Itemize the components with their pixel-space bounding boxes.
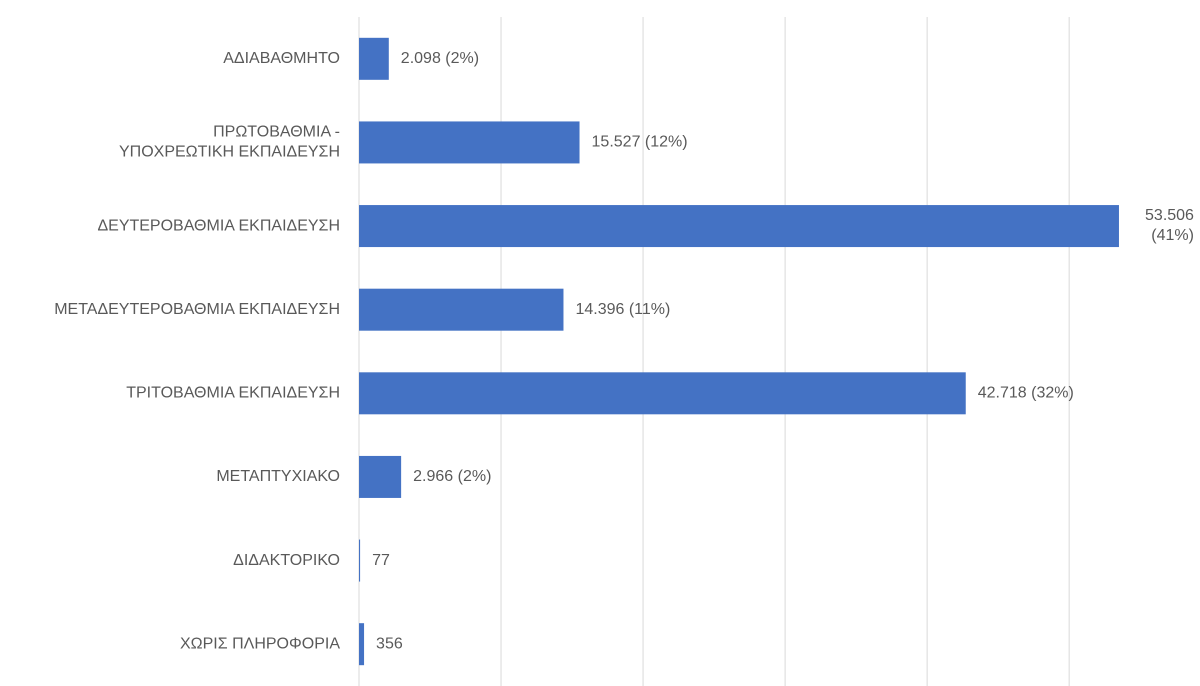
bar [359,623,365,666]
category-label: ΧΩΡΙΣ ΠΛΗΡΟΦΟΡΙΑ [180,635,340,652]
category-label: ΜΕΤΑΠΤΥΧΙΑΚΟ [216,468,340,485]
value-label: 77 [372,552,390,569]
category-label: ΑΔΙΑΒΑΘΜΗΤΟ [223,50,340,67]
bar [359,539,361,582]
category-label: ΜΕΤΑΔΕΥΤΕΡΟΒΑΘΜΙΑ ΕΚΠΑΙΔΕΥΣΗ [54,301,340,318]
value-label: 15.527 (12%) [592,134,688,151]
bar [359,37,389,80]
category-label: ΠΡΩΤΟΒΑΘΜΙΑ -ΥΠΟΧΡΕΩΤΙΚΗ ΕΚΠΑΙΔΕΥΣΗ [119,124,340,161]
category-label: ΤΡΙΤΟΒΑΘΜΙΑ ΕΚΠΑΙΔΕΥΣΗ [126,385,340,402]
bar [359,372,966,415]
category-label: ΔΕΥΤΕΡΟΒΑΘΜΙΑ ΕΚΠΑΙΔΕΥΣΗ [97,217,340,234]
value-label: 356 [376,635,403,652]
value-label: 2.966 (2%) [413,468,491,485]
value-label: 53.506 (41%) [1145,207,1194,244]
value-label: 14.396 (11%) [575,301,670,318]
bar [359,121,580,164]
bar [359,455,402,498]
value-label: 2.098 (2%) [401,50,479,67]
bar [359,205,1119,248]
category-label: ΔΙΔΑΚΤΟΡΙΚΟ [233,552,340,569]
value-label: 42.718 (32%) [978,385,1074,402]
bar [359,288,564,331]
